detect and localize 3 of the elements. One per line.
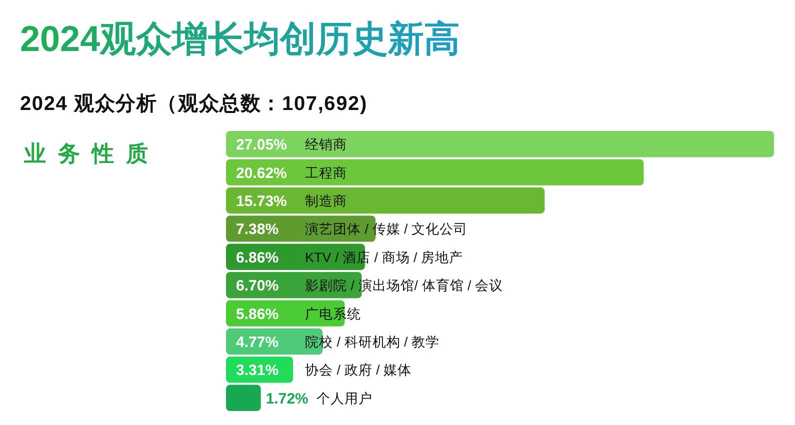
title: 2024观众增长均创历史新高 [20, 18, 460, 59]
subtitle: 2024 观众分析（观众总数：107,692) [20, 93, 368, 115]
ylabel: 业务性质 [24, 141, 160, 166]
